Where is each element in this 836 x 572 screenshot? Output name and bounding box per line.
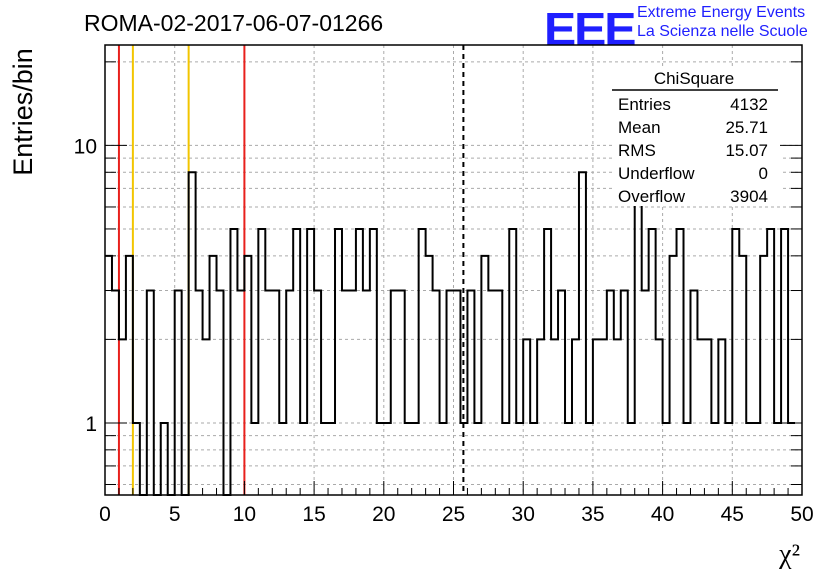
- stats-label: RMS: [618, 141, 656, 160]
- stats-label: Mean: [618, 118, 661, 137]
- stats-value: 0: [759, 164, 768, 183]
- x-tick-label: 40: [651, 503, 674, 526]
- y-tick-label: 1: [85, 413, 97, 436]
- stats-label: Underflow: [618, 164, 695, 183]
- x-tick-label: 15: [302, 503, 325, 526]
- x-tick-label: 50: [790, 503, 813, 526]
- x-axis-label: χ²: [778, 539, 800, 570]
- stats-label: Overflow: [618, 187, 686, 206]
- x-tick-label: 20: [372, 503, 395, 526]
- x-tick-label: 30: [512, 503, 535, 526]
- org-name-line1: Extreme Energy Events: [637, 4, 806, 21]
- x-tick-label: 45: [721, 503, 744, 526]
- x-tick-label: 10: [233, 503, 256, 526]
- histogram-title: ROMA-02-2017-06-07-01266: [84, 10, 384, 36]
- x-tick-label: 25: [442, 503, 465, 526]
- stats-value: 25.71: [725, 118, 768, 137]
- org-name-line2: La Scienza nelle Scuole: [637, 23, 808, 40]
- histogram-steps: [105, 122, 796, 496]
- stats-value: 15.07: [725, 141, 768, 160]
- x-tick-label: 5: [169, 503, 181, 526]
- y-tick-label: 10: [74, 135, 97, 158]
- stats-label: Entries: [618, 95, 671, 114]
- stats-box: ChiSquare Entries 4132 Mean 25.71 RMS 15.07 Un…: [612, 66, 780, 206]
- stats-value: 3904: [730, 187, 768, 206]
- y-axis-label: Entries/bin: [8, 48, 38, 176]
- x-tick-labels: 0 5 10 15 20 25 30 35 40 45 50: [99, 503, 814, 526]
- stats-value: 4132: [730, 95, 768, 114]
- x-tick-label: 0: [99, 503, 111, 526]
- x-tick-label: 35: [581, 503, 604, 526]
- marker-lines: [117, 45, 465, 495]
- stats-title: ChiSquare: [654, 69, 734, 88]
- eee-logo: EEE: [544, 3, 636, 55]
- axis-ticks: [104, 61, 803, 495]
- y-tick-labels: 1 10: [74, 135, 97, 436]
